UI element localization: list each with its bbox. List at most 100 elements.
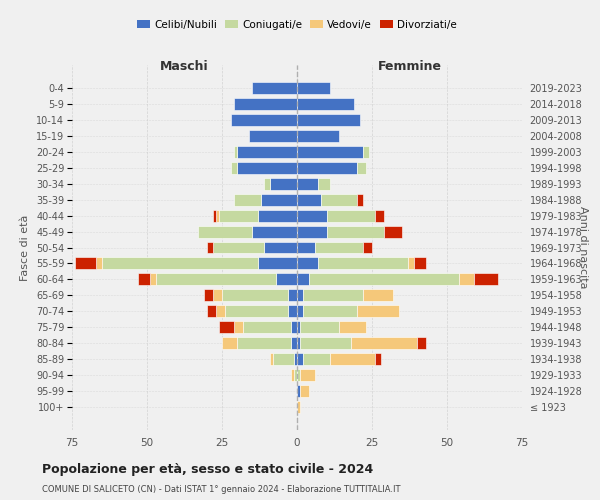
Bar — [156, 274, 276, 285]
Bar — [297, 290, 303, 302]
Legend: Celibi/Nubili, Coniugati/e, Vedovi/e, Divorziati/e: Celibi/Nubili, Coniugati/e, Vedovi/e, Di… — [133, 16, 461, 34]
Bar — [297, 194, 321, 205]
Bar — [330, 354, 375, 366]
Bar — [297, 322, 300, 334]
Bar — [327, 226, 384, 237]
Bar — [219, 210, 258, 222]
Bar — [243, 322, 291, 334]
Bar — [318, 258, 408, 270]
Bar — [318, 178, 330, 190]
Bar — [300, 386, 309, 398]
Bar — [297, 162, 357, 173]
Bar — [288, 290, 297, 302]
Bar — [264, 242, 297, 254]
Bar — [297, 338, 300, 349]
Bar — [258, 210, 297, 222]
Bar — [234, 98, 297, 110]
Bar — [297, 258, 318, 270]
Bar — [252, 82, 297, 94]
Bar — [261, 194, 297, 205]
Bar — [270, 354, 273, 366]
Bar — [222, 338, 237, 349]
Bar — [363, 146, 369, 158]
Bar — [237, 338, 291, 349]
Text: Femmine: Femmine — [377, 60, 442, 73]
Bar — [237, 146, 297, 158]
Bar — [297, 386, 300, 398]
Text: Maschi: Maschi — [160, 60, 209, 73]
Bar — [474, 274, 498, 285]
Bar — [375, 210, 384, 222]
Bar — [297, 178, 318, 190]
Bar — [297, 130, 339, 141]
Bar — [303, 290, 363, 302]
Bar — [297, 274, 309, 285]
Bar — [258, 258, 297, 270]
Bar — [294, 354, 297, 366]
Bar — [459, 274, 474, 285]
Bar — [297, 210, 327, 222]
Bar — [204, 290, 213, 302]
Bar — [300, 370, 315, 382]
Bar — [138, 274, 150, 285]
Bar — [213, 242, 264, 254]
Bar — [234, 194, 261, 205]
Bar — [234, 322, 243, 334]
Bar — [303, 354, 330, 366]
Bar — [414, 258, 426, 270]
Bar — [309, 274, 459, 285]
Bar — [294, 370, 297, 382]
Bar — [363, 290, 393, 302]
Bar — [297, 98, 354, 110]
Bar — [408, 258, 414, 270]
Bar — [417, 338, 426, 349]
Bar — [96, 258, 102, 270]
Bar — [219, 322, 234, 334]
Bar — [297, 242, 315, 254]
Bar — [384, 226, 402, 237]
Text: COMUNE DI SALICETO (CN) - Dati ISTAT 1° gennaio 2024 - Elaborazione TUTTITALIA.I: COMUNE DI SALICETO (CN) - Dati ISTAT 1° … — [42, 485, 401, 494]
Bar — [357, 194, 363, 205]
Bar — [297, 306, 303, 318]
Bar — [300, 338, 351, 349]
Bar — [357, 306, 399, 318]
Bar — [252, 226, 297, 237]
Bar — [291, 370, 294, 382]
Bar — [150, 274, 156, 285]
Bar — [315, 242, 363, 254]
Bar — [297, 402, 300, 413]
Bar — [249, 130, 297, 141]
Bar — [102, 258, 258, 270]
Bar — [231, 162, 237, 173]
Bar — [297, 226, 327, 237]
Bar — [297, 354, 303, 366]
Bar — [300, 322, 339, 334]
Bar — [276, 274, 297, 285]
Bar — [198, 226, 252, 237]
Bar — [213, 290, 222, 302]
Y-axis label: Anni di nascita: Anni di nascita — [578, 206, 588, 289]
Bar — [264, 178, 270, 190]
Bar — [321, 194, 357, 205]
Bar — [363, 242, 372, 254]
Bar — [297, 370, 300, 382]
Bar — [237, 162, 297, 173]
Bar — [213, 210, 216, 222]
Bar — [216, 306, 225, 318]
Bar — [207, 306, 216, 318]
Bar — [273, 354, 294, 366]
Bar — [234, 146, 237, 158]
Bar — [297, 114, 360, 126]
Y-axis label: Fasce di età: Fasce di età — [20, 214, 31, 280]
Bar — [297, 82, 330, 94]
Bar — [270, 178, 297, 190]
Bar — [207, 242, 213, 254]
Bar — [303, 306, 357, 318]
Bar — [357, 162, 366, 173]
Bar — [327, 210, 375, 222]
Bar — [291, 322, 297, 334]
Bar — [297, 146, 363, 158]
Bar — [222, 290, 288, 302]
Bar — [375, 354, 381, 366]
Bar — [288, 306, 297, 318]
